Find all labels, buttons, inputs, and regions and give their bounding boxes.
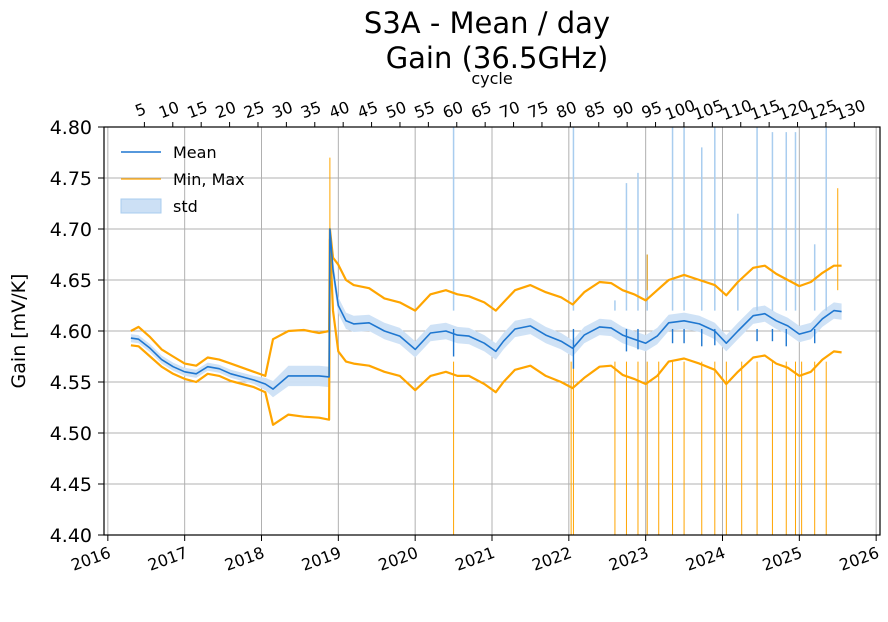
top-tick-label: 80 [554,97,580,122]
top-tick-label: 95 [639,97,665,122]
top-axis-label: cycle [471,69,512,88]
top-tick-label: 90 [610,97,636,122]
min-max-layer [130,157,842,535]
legend: Mean Min, Max std [120,143,245,216]
top-tick-label: 30 [270,97,296,122]
x-tick-label: 2017 [145,543,190,575]
y-tick-label: 4.45 [50,474,92,496]
chart-title-line-1: S3A - Mean / day [364,6,610,40]
top-tick-label: 35 [298,97,324,122]
top-tick-label: 85 [582,97,608,122]
max-series-line [130,227,842,377]
top-tick-label: 5 [132,99,148,120]
y-tick-label: 4.70 [50,219,92,241]
std-band-layer [130,127,842,398]
x-tick-label: 2021 [453,543,498,575]
x-tick-label: 2025 [760,543,805,575]
x-tick-label: 2016 [68,543,113,575]
top-tick-label: 25 [241,97,267,122]
x-tick-label: 2022 [529,543,574,575]
legend-mean-label: Mean [173,143,217,162]
x-tick-label: 2024 [683,543,728,575]
y-tick-label: 4.65 [50,270,92,292]
top-tick-label: 40 [326,97,352,122]
top-tick-label: 60 [440,97,466,122]
legend-std-swatch [120,198,162,214]
chart-title-line-2: Gain (36.5GHz) [386,41,609,75]
top-tick-label: 55 [412,97,438,122]
x-tick-label: 2019 [299,543,344,575]
top-tick-label: 75 [525,97,551,122]
mean-series-line [130,228,842,390]
top-tick-label: 10 [156,97,182,122]
y-tick-label: 4.50 [50,423,92,445]
legend-std-label: std [173,197,198,216]
y-tick-label: 4.75 [50,168,92,190]
top-tick-label: 20 [213,97,239,122]
y-axis-label: Gain [mV/K] [8,274,30,389]
y-tick-label: 4.55 [50,372,92,394]
y-tick-label: 4.60 [50,321,92,343]
x-tick-label: 2018 [222,543,267,575]
top-tick-label: 50 [383,97,409,122]
top-tick-label: 65 [468,97,494,122]
mean-layer [130,228,842,390]
x-tick-label: 2023 [606,543,651,575]
top-tick-label: 45 [355,97,381,122]
legend-minmax-label: Min, Max [173,170,245,189]
top-tick-label: 15 [184,97,210,122]
y-tick-label: 4.80 [50,117,92,139]
y-tick-label: 4.40 [50,525,92,547]
std-band [130,218,842,398]
top-tick-label: 70 [497,97,523,122]
x-tick-label: 2020 [376,543,421,575]
top-tick-label: 130 [833,96,868,124]
x-tick-label: 2026 [837,543,882,575]
